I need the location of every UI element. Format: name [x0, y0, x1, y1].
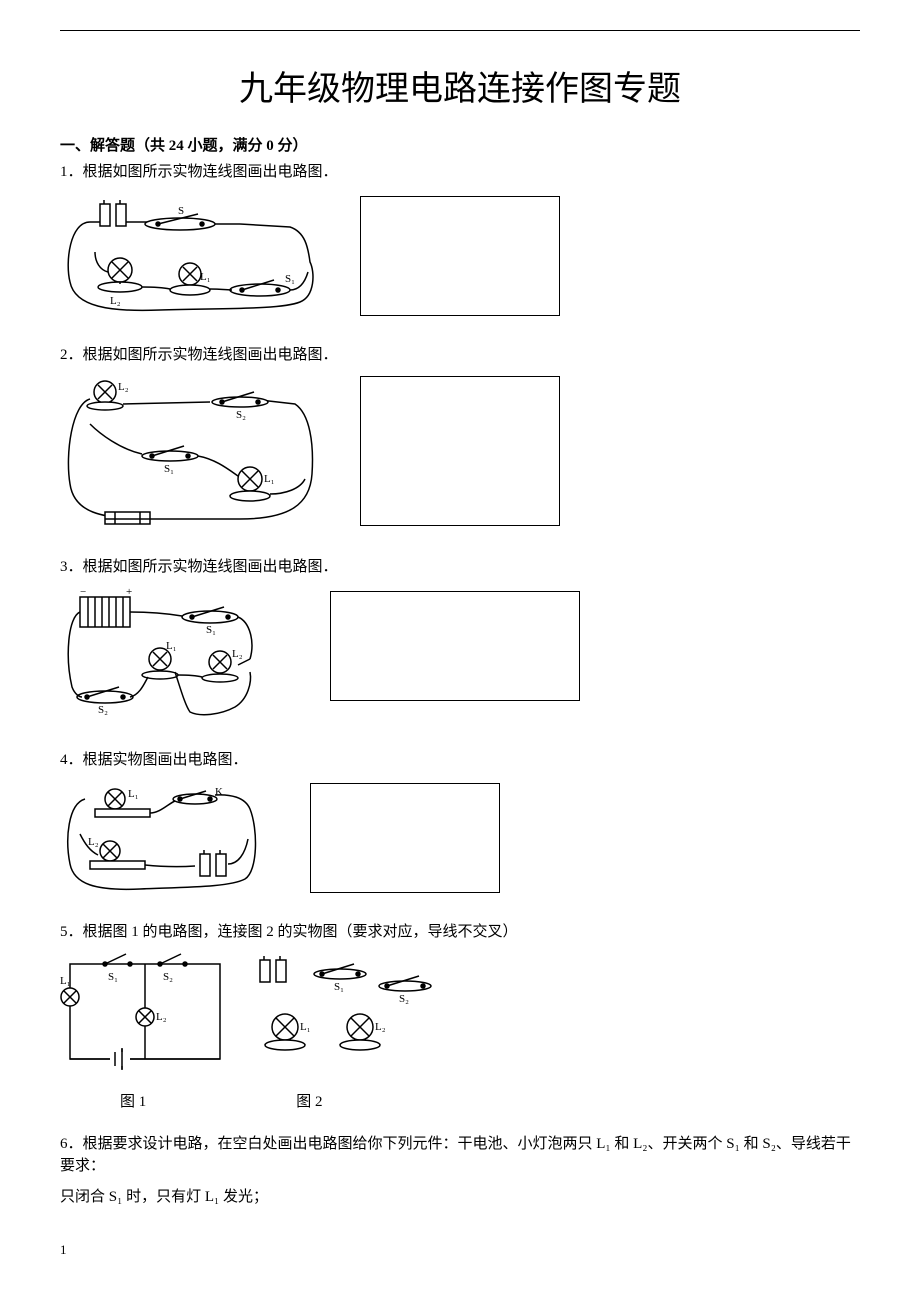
svg-text:S₂: S₂ — [399, 993, 409, 1005]
svg-text:L₁: L₁ — [128, 788, 139, 800]
svg-text:S: S — [178, 205, 184, 217]
svg-text:L₁: L₁ — [264, 473, 275, 485]
svg-text:L₂: L₂ — [110, 295, 121, 307]
svg-text:L₂: L₂ — [156, 1011, 167, 1023]
top-horizontal-rule — [60, 30, 860, 31]
svg-text:−: − — [80, 587, 86, 598]
svg-text:L₁: L₁ — [200, 271, 211, 283]
question-2-text: 2．根据如图所示实物连线图画出电路图． — [60, 344, 860, 367]
svg-text:S₁: S₁ — [334, 981, 344, 993]
svg-text:L₂: L₂ — [88, 836, 99, 848]
q1-circuit-diagram: S L₂ L₁ — [60, 192, 320, 322]
question-5: 5．根据图 1 的电路图，连接图 2 的实物图（要求对应，导线不交叉） L₁ S… — [60, 921, 860, 1111]
question-4-text: 4．根据实物图画出电路图． — [60, 749, 860, 772]
question-3: 3．根据如图所示实物连线图画出电路图． − + S₁ — [60, 556, 860, 727]
question-1-row: S L₂ L₁ — [60, 192, 860, 322]
q3-answer-box — [330, 591, 580, 701]
q3-circuit-diagram: − + S₁ L₁ L₂ — [60, 587, 270, 727]
question-3-text: 3．根据如图所示实物连线图画出电路图． — [60, 556, 860, 579]
question-1-text: 1．根据如图所示实物连线图画出电路图． — [60, 161, 860, 184]
svg-text:S₁: S₁ — [108, 971, 118, 983]
worksheet-page: 九年级物理电路连接作图专题 一、解答题（共 24 小题，满分 0 分） 1．根据… — [0, 0, 920, 1270]
question-6-text-2: 只闭合 S₁ 时，只有灯 L₁ 发光； — [60, 1186, 860, 1209]
svg-text:S₂: S₂ — [163, 971, 173, 983]
svg-text:L₁: L₁ — [166, 640, 177, 652]
question-5-text: 5．根据图 1 的电路图，连接图 2 的实物图（要求对应，导线不交叉） — [60, 921, 860, 944]
question-5-row: L₁ S₁ S₂ L₂ — [60, 952, 860, 1082]
question-6-text-1: 6．根据要求设计电路，在空白处画出电路图给你下列元件：干电池、小灯泡两只 L₁ … — [60, 1133, 860, 1178]
q4-answer-box — [310, 783, 500, 893]
svg-text:S₁: S₁ — [285, 273, 295, 285]
q5-fig1-label: 图 1 — [120, 1090, 146, 1111]
svg-text:S₂: S₂ — [98, 704, 108, 716]
svg-text:L₂: L₂ — [232, 648, 243, 660]
svg-text:S₁: S₁ — [164, 463, 174, 475]
svg-text:L₂: L₂ — [375, 1021, 386, 1033]
question-2: 2．根据如图所示实物连线图画出电路图． L₂ S₂ — [60, 344, 860, 535]
svg-text:K: K — [215, 786, 223, 798]
q5-schematic-and-physical: L₁ S₁ S₂ L₂ — [60, 952, 440, 1082]
question-6: 6．根据要求设计电路，在空白处画出电路图给你下列元件：干电池、小灯泡两只 L₁ … — [60, 1133, 860, 1209]
q5-fig2-label: 图 2 — [296, 1090, 322, 1111]
svg-text:+: + — [126, 587, 132, 598]
question-3-row: − + S₁ L₁ L₂ — [60, 587, 860, 727]
q2-circuit-diagram: L₂ S₂ S₁ — [60, 374, 320, 534]
question-4-row: L₁ K L₂ — [60, 779, 860, 899]
svg-text:S₁: S₁ — [206, 624, 216, 636]
section-header: 一、解答题（共 24 小题，满分 0 分） — [60, 134, 860, 155]
q4-circuit-diagram: L₁ K L₂ — [60, 779, 260, 899]
question-4: 4．根据实物图画出电路图． L₁ K — [60, 749, 860, 900]
q1-answer-box — [360, 196, 560, 316]
svg-text:S₂: S₂ — [236, 409, 246, 421]
q2-answer-box — [360, 376, 560, 526]
page-number: 1 — [60, 1242, 67, 1258]
svg-text:L₂: L₂ — [118, 381, 129, 393]
svg-text:L₁: L₁ — [60, 975, 71, 987]
question-1: 1．根据如图所示实物连线图画出电路图． — [60, 161, 860, 322]
page-title: 九年级物理电路连接作图专题 — [60, 61, 860, 110]
q5-figure-labels: 图 1 图 2 — [120, 1090, 860, 1111]
question-2-row: L₂ S₂ S₁ — [60, 374, 860, 534]
svg-text:L₁: L₁ — [300, 1021, 311, 1033]
